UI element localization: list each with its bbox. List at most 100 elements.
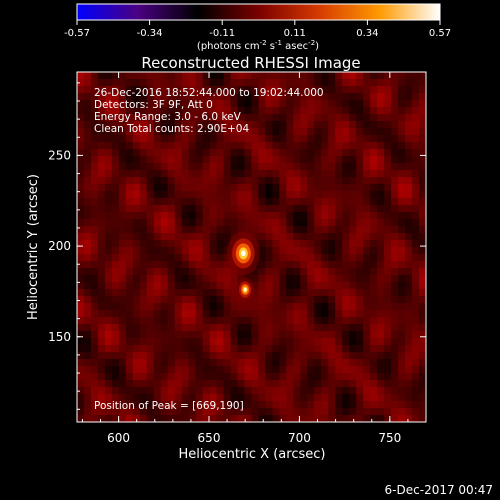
heatmap-cell — [237, 135, 246, 143]
heatmap-cell — [265, 380, 274, 388]
heatmap-cell — [335, 317, 343, 325]
heatmap-cell — [223, 394, 232, 402]
heatmap-cell — [412, 359, 420, 367]
heatmap-cell — [104, 338, 113, 346]
heatmap-cell — [363, 184, 371, 192]
heatmap-cell — [272, 387, 281, 395]
heatmap-cell — [181, 345, 190, 353]
heatmap-cell — [258, 233, 267, 241]
heatmap-cell — [384, 387, 392, 395]
heatmap-cell — [125, 387, 134, 395]
heatmap-cell — [216, 310, 225, 318]
heatmap-cell — [377, 261, 385, 269]
heatmap-cell — [370, 373, 378, 381]
heatmap-cell — [419, 282, 426, 290]
heatmap-cell — [356, 191, 364, 199]
heatmap-cell — [377, 79, 385, 87]
source-layer — [226, 231, 260, 302]
heatmap-cell — [146, 352, 155, 360]
heatmap-cell — [181, 338, 190, 346]
heatmap-cell — [139, 268, 148, 276]
heatmap-cell — [181, 233, 190, 241]
heatmap-cell — [216, 317, 225, 325]
heatmap-cell — [335, 254, 343, 262]
heatmap-cell — [300, 415, 308, 422]
heatmap-cell — [419, 268, 426, 276]
heatmap-cell — [377, 107, 385, 115]
heatmap-cell — [342, 282, 350, 290]
heatmap-cell — [265, 177, 274, 185]
heatmap-cell — [405, 156, 413, 164]
heatmap-cell — [237, 142, 246, 150]
heatmap-cell — [209, 100, 218, 108]
heatmap-cell — [97, 254, 106, 262]
heatmap-cell — [356, 114, 364, 122]
heatmap-cell — [265, 247, 274, 255]
heatmap-cell — [160, 261, 169, 269]
heatmap-cell — [97, 219, 106, 227]
heatmap-cell — [307, 275, 315, 283]
heatmap-cell — [237, 408, 246, 416]
heatmap-cell — [132, 86, 141, 94]
heatmap-cell — [104, 415, 113, 422]
heatmap-cell — [104, 394, 113, 402]
heatmap-cell — [216, 114, 225, 122]
heatmap-cell — [111, 205, 120, 213]
heatmap-cell — [153, 401, 162, 409]
heatmap-cell — [377, 205, 385, 213]
heatmap-cell — [293, 219, 301, 227]
heatmap-cell — [272, 331, 281, 339]
heatmap-cell — [258, 170, 267, 178]
heatmap-cell — [398, 240, 406, 248]
heatmap-cell — [223, 212, 232, 220]
heatmap-cell — [321, 114, 329, 122]
heatmap-cell — [398, 156, 406, 164]
heatmap-cell — [132, 275, 141, 283]
heatmap-cell — [286, 373, 294, 381]
heatmap-cell — [342, 310, 350, 318]
heatmap-cell — [398, 163, 406, 171]
heatmap-cell — [97, 331, 106, 339]
heatmap-cell — [377, 233, 385, 241]
heatmap-cell — [167, 93, 176, 101]
heatmap-cell — [125, 135, 134, 143]
heatmap-cell — [160, 233, 169, 241]
heatmap-cell — [97, 275, 106, 283]
heatmap-cell — [412, 135, 420, 143]
heatmap-cell — [97, 226, 106, 234]
heatmap-cell — [244, 331, 253, 339]
heatmap-cell — [265, 142, 274, 150]
heatmap-cell — [139, 128, 148, 136]
heatmap-cell — [139, 261, 148, 269]
heatmap-cell — [258, 205, 267, 213]
heatmap-cell — [272, 170, 281, 178]
heatmap-cell — [286, 156, 294, 164]
heatmap-cell — [153, 324, 162, 332]
heatmap-cell — [146, 212, 155, 220]
heatmap-cell — [328, 359, 336, 367]
heatmap-cell — [90, 282, 99, 290]
heatmap-cell — [90, 233, 99, 241]
heatmap-cell — [342, 247, 350, 255]
heatmap-cell — [209, 191, 218, 199]
heatmap-cell — [279, 128, 287, 136]
heatmap-cell — [153, 387, 162, 395]
heatmap-cell — [342, 345, 350, 353]
heatmap-cell — [188, 415, 197, 422]
heatmap-cell — [377, 72, 385, 80]
heatmap-cell — [405, 128, 413, 136]
heatmap-cell — [188, 156, 197, 164]
heatmap-cell — [251, 212, 260, 220]
heatmap-cell — [202, 184, 211, 192]
heatmap-cell — [132, 415, 141, 422]
heatmap-cell — [307, 387, 315, 395]
heatmap-cell — [195, 415, 204, 422]
heatmap-cell — [174, 205, 183, 213]
heatmap-cell — [118, 205, 127, 213]
heatmap-cell — [146, 114, 155, 122]
heatmap-cell — [265, 268, 274, 276]
heatmap-cell — [419, 338, 426, 346]
heatmap-cell — [153, 163, 162, 171]
heatmap-cell — [202, 149, 211, 157]
heatmap-cell — [314, 163, 322, 171]
